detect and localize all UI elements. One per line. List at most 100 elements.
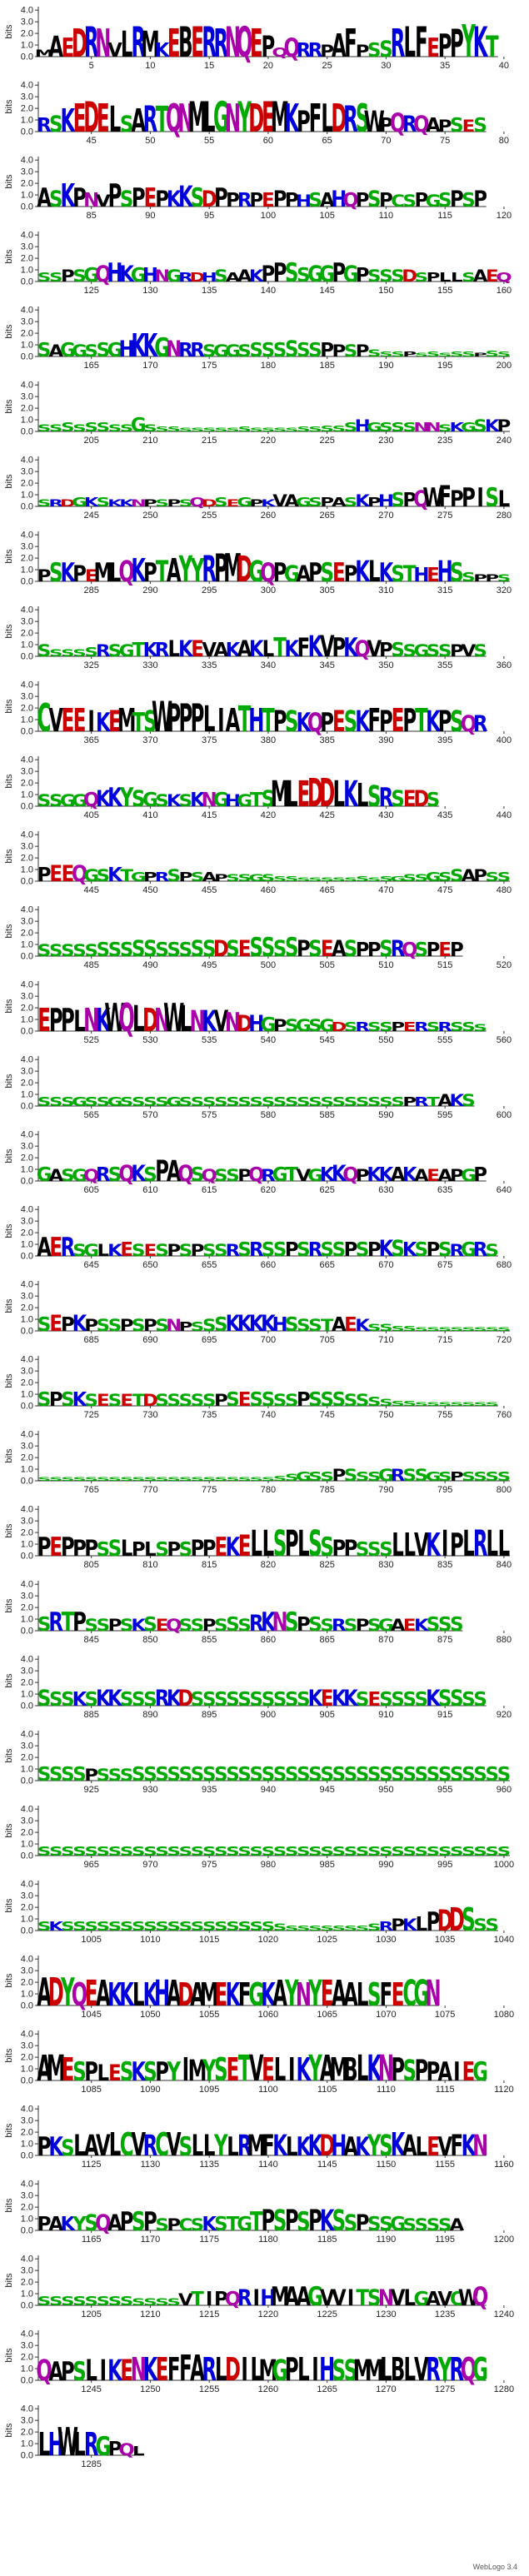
residue-letter: S xyxy=(108,1316,122,1335)
y-tick-label: 4.0 xyxy=(21,1655,33,1665)
y-axis-title: bits xyxy=(4,474,14,489)
x-tick-label: 575 xyxy=(202,1110,217,1120)
x-tick-label: 370 xyxy=(142,735,157,745)
residue-letter: S xyxy=(237,1616,251,1635)
residue-letter: S xyxy=(179,1539,192,1561)
residue-letter: R xyxy=(437,1019,452,1034)
x-tick-label: 775 xyxy=(202,1485,217,1495)
residue-letter: S xyxy=(214,1764,227,1786)
residue-letter: S xyxy=(97,1766,110,1785)
residue-letter: G xyxy=(72,1094,87,1109)
residue-letter: G xyxy=(472,2352,488,2389)
residue-letter: G xyxy=(142,790,158,811)
residue-letter: H xyxy=(413,565,429,586)
x-tick-label: 315 xyxy=(437,585,452,595)
residue-letter: P xyxy=(155,2058,169,2087)
residue-letter: A xyxy=(426,2289,441,2310)
x-tick-label: 135 xyxy=(202,286,217,296)
x-tick-label: 725 xyxy=(83,1410,98,1420)
residue-letter: Q xyxy=(272,45,287,60)
residue-letter: P xyxy=(108,1616,122,1635)
x-tick-label: 1135 xyxy=(199,2160,219,2170)
x-tick-label: 195 xyxy=(437,361,452,371)
residue-letter: S xyxy=(84,420,97,435)
residue-letter: D xyxy=(225,2352,241,2389)
x-tick-label: 985 xyxy=(319,1860,334,1870)
y-tick-label: 4.0 xyxy=(21,2329,33,2339)
residue-letter: S xyxy=(427,641,440,660)
residue-letter: S xyxy=(391,561,404,586)
residue-letter: S xyxy=(273,1475,287,1482)
residue-letter: D xyxy=(83,94,99,142)
residue-letter: S xyxy=(367,186,381,212)
residue-letter: S xyxy=(320,1239,333,1261)
x-tick-label: 215 xyxy=(202,436,217,446)
x-tick-label: 335 xyxy=(202,660,217,670)
residue-letter: C xyxy=(120,2127,134,2164)
residue-letter: D xyxy=(449,1902,465,1939)
residue-letter: S xyxy=(132,1477,145,1482)
residue-letter: P xyxy=(379,640,393,661)
residue-letter: S xyxy=(262,1844,275,1859)
residue-letter: M xyxy=(259,2354,278,2387)
y-tick-label: 1.0 xyxy=(21,491,33,501)
residue-letter: P xyxy=(297,105,311,138)
residue-letter: A xyxy=(402,2129,417,2162)
residue-letter: S xyxy=(97,1844,110,1859)
residue-letter: G xyxy=(272,2354,288,2387)
residue-letter: P xyxy=(356,1166,370,1185)
y-tick-label: 2.0 xyxy=(21,1228,33,1238)
residue-letter: G xyxy=(414,641,430,660)
residue-letter: S xyxy=(108,939,122,961)
residue-letter: K xyxy=(48,2133,64,2162)
y-tick-label: 0.0 xyxy=(21,427,33,437)
residue-letter: N xyxy=(131,2352,147,2389)
residue-letter: Q xyxy=(413,486,429,511)
x-tick-label: 780 xyxy=(261,1485,276,1495)
residue-letter: P xyxy=(344,1239,358,1261)
x-tick-label: 625 xyxy=(319,1185,334,1195)
residue-letter: M xyxy=(188,94,207,142)
residue-letter: S xyxy=(462,1091,475,1110)
x-tick-label: 800 xyxy=(497,1485,512,1495)
residue-letter: P xyxy=(262,2204,276,2237)
residue-letter: P xyxy=(473,573,487,584)
residue-letter: K xyxy=(308,630,324,663)
residue-letter: R xyxy=(61,1233,76,1263)
residue-letter: S xyxy=(179,1764,192,1786)
x-tick-label: 1040 xyxy=(494,1935,514,1945)
residue-letter: P xyxy=(143,498,157,509)
residue-letter: S xyxy=(72,267,86,286)
residue-letter: Q xyxy=(284,34,300,63)
residue-letter: A xyxy=(449,2215,464,2235)
residue-letter: P xyxy=(237,1166,252,1185)
residue-letter: F xyxy=(297,634,311,663)
residue-letter: R xyxy=(96,641,111,660)
residue-letter: H xyxy=(154,1973,170,2015)
y-tick-label: 2.0 xyxy=(21,1678,33,1688)
residue-letter: Q xyxy=(248,1164,264,1186)
residue-letter: T xyxy=(132,640,145,661)
residue-letter: K xyxy=(485,416,500,436)
residue-letter: T xyxy=(191,2289,204,2310)
y-tick-label: 4.0 xyxy=(21,1580,33,1590)
residue-letter: Y xyxy=(308,2048,322,2090)
residue-letter: S xyxy=(61,648,74,659)
residue-letter: A xyxy=(226,270,241,285)
residue-letter: S xyxy=(356,1539,369,1561)
y-tick-label: 3.0 xyxy=(21,1667,33,1677)
y-tick-label: 1.0 xyxy=(21,1015,33,1025)
residue-letter: P xyxy=(427,939,441,961)
residue-letter: S xyxy=(262,1094,275,1109)
x-tick-label: 1205 xyxy=(81,2309,101,2319)
residue-letter: K xyxy=(284,96,300,142)
residue-letter: A xyxy=(391,1616,406,1635)
residue-letter: S xyxy=(367,1764,381,1786)
residue-letter: S xyxy=(427,1019,440,1034)
residue-letter: S xyxy=(262,934,275,963)
residue-letter: S xyxy=(438,190,452,212)
residue-letter: I xyxy=(182,2052,190,2089)
x-tick-label: 1140 xyxy=(258,2160,278,2170)
residue-letter: L xyxy=(357,1977,369,2014)
